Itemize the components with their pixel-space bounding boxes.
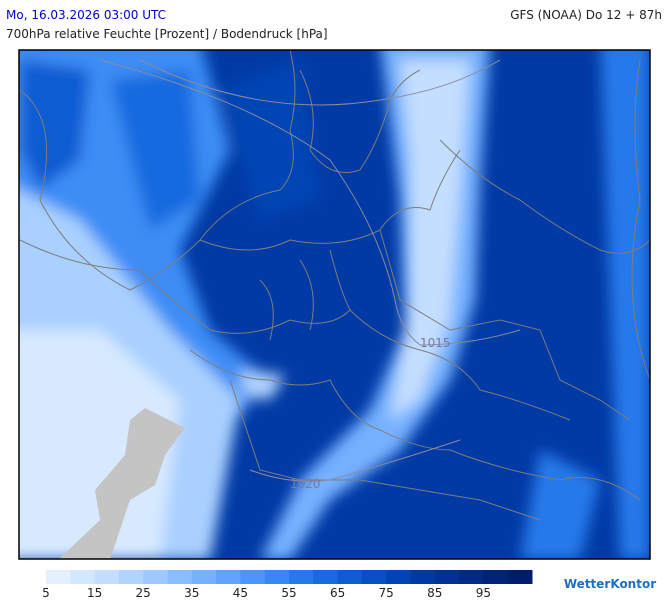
colorbar-swatch — [167, 570, 193, 584]
colorbar-swatch — [191, 570, 217, 584]
colorbar-swatch — [70, 570, 96, 584]
colorbar-swatch — [507, 570, 533, 584]
map: 1015 1020 — [19, 50, 650, 559]
colorbar-swatch — [94, 570, 120, 584]
colorbar-swatch — [361, 570, 387, 584]
colorbar-tick-label: 55 — [281, 586, 296, 600]
colorbar-swatch — [216, 570, 241, 584]
isobar-label: 1015 — [420, 336, 451, 350]
colorbar-tick-label: 5 — [42, 586, 50, 600]
colorbar-swatch — [143, 570, 168, 584]
colorbar-swatch — [434, 570, 460, 584]
colorbar-tick-label: 85 — [427, 586, 442, 600]
colorbar-swatch — [289, 570, 314, 584]
colorbar-tick-label: 35 — [184, 586, 199, 600]
colorbar-swatch — [459, 570, 484, 584]
colorbar-swatch — [118, 570, 144, 584]
colorbar-tick-label: 65 — [330, 586, 345, 600]
colorbar-swatch — [410, 570, 436, 584]
colorbar-tick-label: 25 — [136, 586, 151, 600]
isobar-label: 1020 — [290, 477, 321, 491]
colorbar-tick-label: 45 — [233, 586, 248, 600]
logo: WetterKontor — [564, 577, 656, 591]
map-frame — [18, 49, 651, 560]
date: Mo, 16.03.2026 03:00 UTC — [6, 8, 166, 22]
colorbar-swatch — [240, 570, 266, 584]
colorbar-swatch — [386, 570, 411, 584]
colorbar-tick-label: 15 — [87, 586, 102, 600]
subtitle: 700hPa relative Feuchte [Prozent] / Bode… — [6, 27, 328, 41]
colorbar-swatch — [46, 570, 71, 584]
colorbar-swatch — [483, 570, 509, 584]
colorbar-tick-label: 75 — [379, 586, 394, 600]
colorbar-swatch — [313, 570, 339, 584]
colorbar-tick-label: 95 — [476, 586, 491, 600]
colorbar-swatch — [264, 570, 290, 584]
model: GFS (NOAA) Do 12 + 87h — [510, 8, 662, 22]
colorbar: 5 15 25 35 45 55 65 75 85 95 — [42, 570, 533, 600]
colorbar-swatch — [337, 570, 363, 584]
